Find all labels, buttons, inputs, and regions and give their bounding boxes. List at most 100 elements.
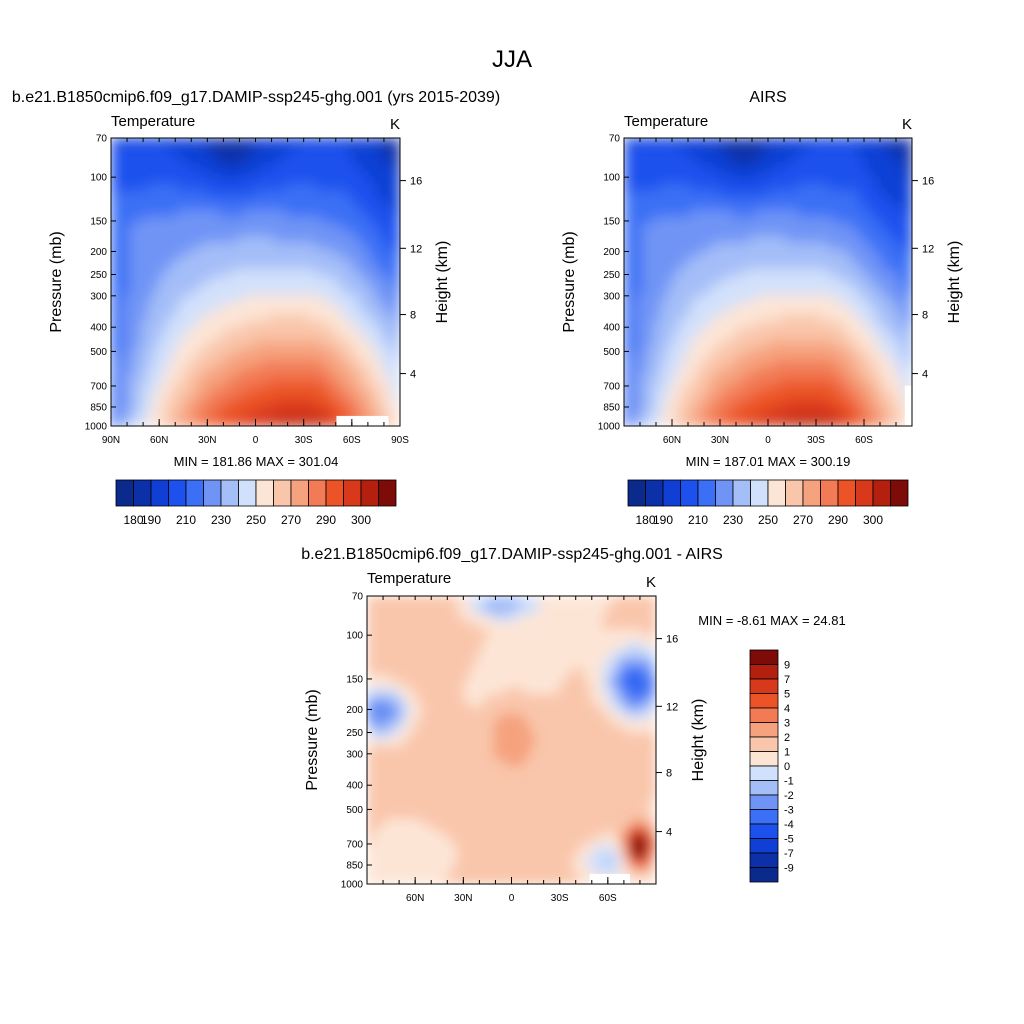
field-cell [858,321,865,329]
field-cell [798,223,805,231]
field-cell [720,223,727,231]
field-cell [816,223,823,231]
field-cell [660,249,667,257]
field-cell [882,196,889,205]
field-cell [654,196,661,205]
field-cell [225,183,233,191]
field-cell [732,334,739,342]
field-cell [870,295,877,303]
field-cell [756,144,763,152]
field-cell [159,282,166,290]
field-cell [327,183,335,191]
field-cell [828,399,835,407]
field-cell [852,170,859,178]
field-cell [171,203,178,211]
field-cell [375,373,383,381]
field-cell [625,628,633,636]
field-cell [327,282,335,290]
field-cell [123,275,130,283]
field-cell [732,360,739,368]
field-cell [780,399,787,407]
field-cell [309,367,317,375]
field-cell [660,177,667,185]
field-cell [888,236,895,244]
field-cell [672,295,679,303]
field-cell [273,412,281,421]
field-cell [147,268,154,277]
field-cell [381,295,389,303]
field-cell [153,262,160,270]
field-cell [321,210,329,218]
field-cell [129,380,136,388]
field-cell [756,183,763,191]
field-cell [559,622,567,630]
field-cell [487,668,495,676]
field-cell [183,236,190,244]
field-cell [267,360,275,368]
field-cell [660,367,667,375]
field-cell [768,144,775,152]
field-cell [409,615,416,623]
field-cell [738,321,745,329]
field-cell [385,628,392,636]
field-cell [642,308,649,316]
field-cell [756,249,763,257]
field-cell [333,314,341,322]
field-cell [255,340,263,349]
field-cell [231,229,239,237]
field-cell [666,164,673,172]
field-cell [702,216,709,224]
field-cell [123,419,130,426]
field-cell [291,249,299,257]
field-cell [159,229,166,237]
panel-model-colorbar-swatch [308,479,327,507]
field-cell [690,367,697,375]
field-cell [339,183,347,191]
field-cell [189,354,196,362]
field-cell [726,268,733,277]
field-cell [505,596,513,604]
field-cell [780,183,787,191]
field-cell [351,406,359,414]
field-cell [822,347,829,355]
field-cell [744,282,751,290]
field-cell [291,412,299,421]
field-cell [375,196,383,205]
field-cell [117,288,124,296]
field-cell [303,138,311,146]
field-cell [219,367,226,375]
field-cell [882,360,889,368]
field-cell [135,282,142,290]
field-cell [213,412,220,421]
field-cell [852,196,859,205]
field-cell [870,334,877,342]
field-cell [882,170,889,178]
field-cell [303,367,311,375]
field-cell [642,399,649,407]
field-cell [267,268,275,277]
field-cell [315,151,323,159]
field-cell [177,373,184,381]
field-cell [339,255,347,263]
field-cell [577,622,585,630]
field-cell [249,386,257,394]
field-cell [469,622,476,630]
field-cell [858,223,865,231]
field-cell [279,229,287,237]
field-cell [846,412,853,421]
field-cell [195,157,202,165]
field-cell [231,164,239,172]
field-cell [339,223,347,231]
field-cell [816,393,823,401]
field-cell [810,419,817,426]
field-cell [762,203,769,211]
field-cell [792,340,799,349]
field-cell [243,354,251,362]
field-cell [630,144,637,152]
field-cell [756,268,763,277]
field-cell [111,393,118,401]
field-cell [249,380,257,388]
field-cell [345,157,353,165]
field-cell [219,242,226,250]
field-cell [846,262,853,270]
